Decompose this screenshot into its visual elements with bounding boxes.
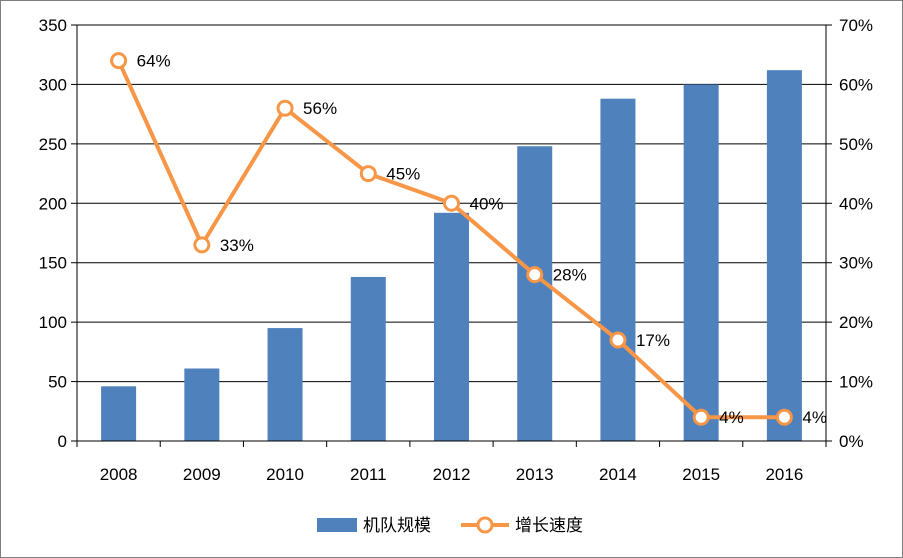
data-labels: 64% 33% 56% 45% 40% 28% 17% 4% 4% (137, 52, 827, 428)
data-label: 40% (470, 194, 504, 213)
bar-series (101, 70, 802, 441)
bar (184, 368, 220, 441)
left-axis-tick-label: 300 (39, 75, 67, 94)
line-series (110, 52, 793, 426)
left-axis-tick-label: 50 (48, 373, 67, 392)
line-marker (609, 331, 627, 349)
left-axis-tick-label: 350 (39, 16, 67, 35)
line-marker (193, 236, 211, 254)
x-axis-tick-label: 2008 (100, 465, 138, 484)
data-label: 4% (802, 408, 827, 427)
line-marker (110, 52, 128, 70)
left-axis-tick-label: 200 (39, 194, 67, 213)
line-marker (692, 408, 710, 426)
line-marker (443, 194, 460, 212)
x-axis-tick-label: 2016 (765, 465, 803, 484)
legend-label-line: 增长速度 (515, 516, 583, 536)
x-axis-tick-label: 2013 (516, 465, 554, 484)
bar (101, 386, 137, 441)
bar (267, 328, 303, 441)
data-label: 17% (636, 331, 670, 350)
right-axis-tick-label: 30% (839, 254, 873, 273)
left-axis-tick-label: 0 (58, 432, 67, 451)
bar (434, 212, 469, 441)
bar (600, 98, 636, 441)
right-axis-tick-label: 40% (839, 194, 873, 213)
right-axis-tick-label: 70% (839, 16, 873, 35)
legend-swatch-marker (476, 516, 494, 534)
bar (683, 84, 719, 441)
tick-labels: 0 50 100 150 200 250 300 350 0% 10% 20% 30% 40% 50% 60… (39, 16, 873, 484)
right-axis-tick-label: 60% (839, 75, 873, 94)
legend: 机队规模 增长速度 (317, 516, 583, 536)
line-marker (526, 266, 544, 284)
bar (766, 70, 802, 441)
x-axis-tick-label: 2014 (599, 465, 637, 484)
bar (350, 276, 386, 441)
left-axis-tick-label: 100 (39, 313, 67, 332)
left-axis-tick-label: 150 (39, 254, 67, 273)
bar (517, 146, 553, 441)
x-axis-tick-label: 2009 (183, 465, 221, 484)
data-label: 33% (220, 236, 254, 255)
left-axis-tick-label: 250 (39, 135, 67, 154)
line-marker (276, 99, 294, 117)
x-axis-tick-label: 2010 (266, 465, 304, 484)
line-marker (775, 408, 793, 426)
x-axis-tick-label: 2015 (682, 465, 720, 484)
legend-swatch-bar (317, 518, 357, 532)
data-label: 64% (137, 52, 171, 71)
x-axis-tick-label: 2011 (350, 465, 387, 484)
axes (71, 24, 832, 447)
x-axis-tick-label: 2012 (433, 465, 471, 484)
line-marker (359, 165, 377, 183)
right-axis-tick-label: 20% (839, 313, 873, 332)
right-axis-tick-label: 50% (839, 135, 873, 154)
data-label: 45% (386, 165, 420, 184)
legend-label-bar: 机队规模 (363, 516, 431, 536)
data-label: 28% (553, 266, 587, 285)
right-axis-tick-label: 10% (839, 373, 873, 392)
right-axis-tick-label: 0% (839, 432, 864, 451)
data-label: 4% (719, 408, 744, 427)
data-label: 56% (303, 99, 337, 118)
